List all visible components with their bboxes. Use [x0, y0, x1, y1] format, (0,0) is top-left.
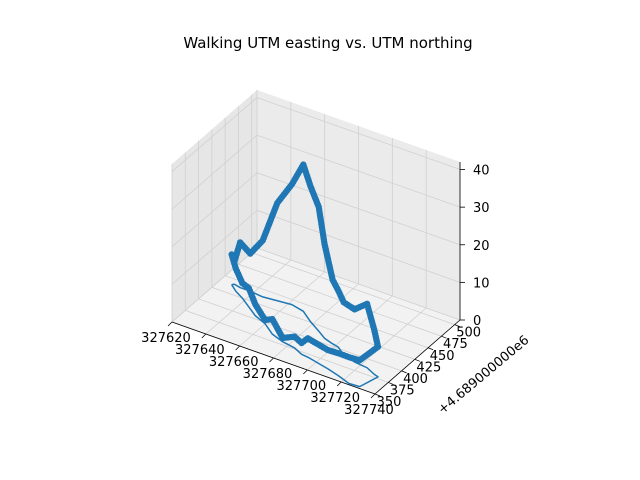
y-tick-label: 375 [390, 383, 415, 398]
x-tick [303, 369, 308, 375]
y-tick [414, 358, 420, 362]
y-tick-label: 425 [416, 360, 441, 375]
y-tick [454, 324, 460, 327]
x-tick [235, 345, 240, 351]
z-tick-label: 0 [473, 314, 481, 329]
grid-line-z [171, 97, 461, 172]
trajectory-projection-line [231, 283, 379, 388]
x-tick-label: 327700 [277, 379, 327, 394]
y-axis-line [374, 319, 461, 395]
y-tick [374, 393, 381, 397]
z-tick-label: 40 [473, 164, 490, 179]
grid-line-z [171, 172, 461, 248]
x-tick-label: 327680 [243, 367, 293, 382]
y-tick-label: 400 [403, 372, 428, 387]
x-tick-label: 327620 [141, 331, 191, 346]
data-series [228, 161, 382, 388]
z-tick-label: 10 [473, 276, 490, 291]
x-tick-label: 327740 [344, 403, 394, 418]
y-tick [427, 347, 434, 351]
x-tick [269, 357, 274, 363]
x-tick-label: 327640 [175, 343, 225, 358]
chart-title: Walking UTM easting vs. UTM northing [183, 34, 473, 52]
grid-line-z [171, 209, 461, 285]
y-tick [441, 335, 447, 339]
x-tick-label: 327720 [310, 391, 360, 406]
grid-line-z [171, 134, 461, 210]
y-tick [388, 382, 394, 385]
z-tick-label: 30 [473, 201, 490, 216]
x-tick [336, 381, 342, 387]
y-tick-label: 475 [443, 337, 468, 352]
x-tick-label: 327660 [209, 355, 259, 370]
x-tick [167, 321, 173, 327]
x-tick [370, 393, 376, 399]
z-tick-label: 20 [473, 239, 490, 254]
y-tick-label: 450 [430, 349, 455, 364]
y-tick [401, 370, 407, 374]
y-tick-label: 350 [377, 395, 402, 410]
data-point [229, 253, 236, 261]
x-tick [201, 333, 207, 339]
y-tick-label: 500 [456, 326, 481, 341]
